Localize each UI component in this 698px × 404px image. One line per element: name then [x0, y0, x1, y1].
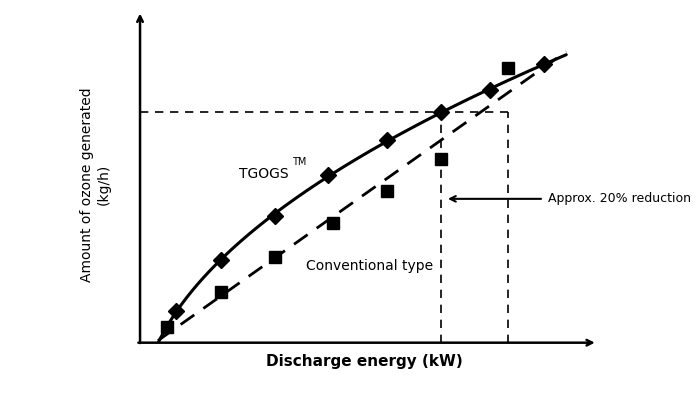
Text: TGOGS: TGOGS — [239, 167, 288, 181]
Text: TM: TM — [292, 157, 306, 167]
Text: Approx. 20% reduction: Approx. 20% reduction — [549, 192, 691, 205]
Text: Amount of ozone generated
(kg/h): Amount of ozone generated (kg/h) — [80, 87, 110, 282]
X-axis label: Discharge energy (kW): Discharge energy (kW) — [266, 354, 463, 369]
Text: Conventional type: Conventional type — [306, 259, 433, 273]
